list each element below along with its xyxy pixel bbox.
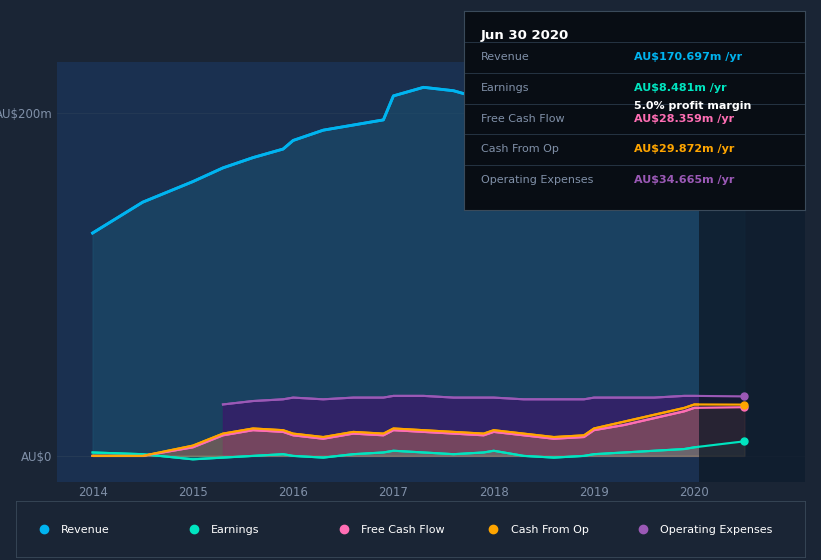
Text: Earnings: Earnings (481, 83, 530, 93)
Text: Revenue: Revenue (62, 525, 110, 535)
Text: Revenue: Revenue (481, 52, 530, 62)
Text: Cash From Op: Cash From Op (511, 525, 589, 535)
Bar (699, 44, 821, 482)
Text: 5.0% profit margin: 5.0% profit margin (635, 101, 751, 111)
Text: Free Cash Flow: Free Cash Flow (481, 114, 565, 124)
Text: Earnings: Earnings (211, 525, 259, 535)
Text: Cash From Op: Cash From Op (481, 144, 559, 155)
Text: Operating Expenses: Operating Expenses (481, 175, 594, 185)
Text: AU$170.697m /yr: AU$170.697m /yr (635, 52, 742, 62)
Text: AU$28.359m /yr: AU$28.359m /yr (635, 114, 734, 124)
Text: AU$34.665m /yr: AU$34.665m /yr (635, 175, 735, 185)
Text: Free Cash Flow: Free Cash Flow (361, 525, 444, 535)
Text: AU$29.872m /yr: AU$29.872m /yr (635, 144, 735, 155)
Text: Jun 30 2020: Jun 30 2020 (481, 29, 569, 42)
Text: AU$8.481m /yr: AU$8.481m /yr (635, 83, 727, 93)
Text: Operating Expenses: Operating Expenses (660, 525, 773, 535)
